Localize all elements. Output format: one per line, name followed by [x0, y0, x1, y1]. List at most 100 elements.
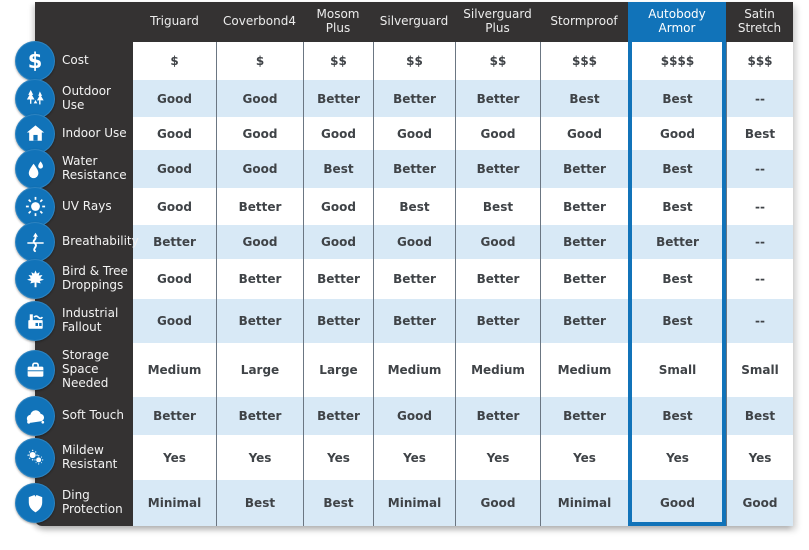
row-label-outdoor-use: Outdoor Use [15, 78, 133, 119]
row-label-text: Outdoor Use [62, 83, 111, 112]
cell-cost-coverbond4: $ [216, 42, 303, 80]
house-icon [26, 125, 44, 141]
cell-water-resistance-coverbond4: Good [216, 150, 303, 188]
cell-bird-tree-droppings-satin-stretch: -- [726, 259, 793, 299]
cell-breathability-mosom-plus: Good [303, 225, 373, 259]
cell-cost-satin-stretch: $$$ [726, 42, 793, 80]
cell-cost-stormproof: $$$ [540, 42, 628, 80]
cell-industrial-fallout-autobody-armor: Best [628, 299, 726, 343]
shield-icon-circle [15, 483, 55, 523]
corner-cell [35, 2, 133, 42]
cell-industrial-fallout-satin-stretch: -- [726, 299, 793, 343]
briefcase-icon [27, 361, 43, 377]
row-label-storage-space-needed: Storage Space Needed [15, 343, 133, 397]
cell-ding-protection-coverbond4: Best [216, 480, 303, 526]
cell-industrial-fallout-silverguard-plus: Better [455, 299, 540, 343]
cell-mildew-resistant-triguard: Yes [133, 435, 216, 480]
cell-mildew-resistant-coverbond4: Yes [216, 435, 303, 480]
cell-cost-silverguard: $$ [373, 42, 455, 80]
row-label-text: Soft Touch [62, 408, 124, 423]
cell-water-resistance-autobody-armor: Best [628, 150, 726, 188]
dollar-icon: $ [27, 48, 43, 73]
table-body: $ Cost $ $ $$ $$ $$ $$$ $$$$ $$$ Outdoor Use Good Go… [15, 41, 793, 526]
cell-mildew-resistant-mosom-plus: Yes [303, 435, 373, 480]
leaf-icon [26, 269, 44, 287]
cell-mildew-resistant-silverguard-plus: Yes [455, 435, 540, 480]
cell-soft-touch-silverguard-plus: Better [455, 397, 540, 435]
table-row-mildew-resistant: Mildew Resistant Yes Yes Yes Yes Yes Yes Yes Yes [15, 435, 793, 480]
sun-icon-circle [15, 186, 55, 227]
cell-breathability-stormproof: Better [540, 225, 628, 259]
column-header-silverguard-plus: Silverguard Plus [463, 7, 532, 35]
row-label-text: UV Rays [62, 198, 112, 213]
cell-outdoor-use-autobody-armor: Best [628, 80, 726, 117]
cell-breathability-coverbond4: Good [216, 225, 303, 259]
cell-bird-tree-droppings-silverguard-plus: Better [455, 259, 540, 299]
cell-soft-touch-silverguard: Good [373, 397, 455, 435]
table-row-storage-space-needed: Storage Space Needed Medium Large Large Medi… [15, 343, 793, 397]
cell-uv-rays-autobody-armor: Best [628, 188, 726, 225]
cell-storage-space-needed-autobody-armor: Small [628, 343, 726, 397]
cell-breathability-autobody-armor: Better [628, 225, 726, 259]
header-row: Triguard Coverbond4 Mosom Plus Silverguard S… [35, 2, 793, 42]
cell-bird-tree-droppings-autobody-armor: Best [628, 259, 726, 299]
row-label-ding-protection: Ding Protection [15, 480, 133, 526]
cell-industrial-fallout-mosom-plus: Better [303, 299, 373, 343]
row-label-text: Water Resistance [62, 154, 127, 182]
cell-outdoor-use-triguard: Good [133, 80, 216, 117]
table-row-uv-rays: UV Rays Good Better Good Best Best Better Best -… [15, 186, 793, 227]
cell-water-resistance-silverguard: Better [373, 150, 455, 188]
droplets-icon-circle [15, 149, 55, 189]
cell-mildew-resistant-autobody-armor: Yes [628, 435, 726, 480]
cell-breathability-triguard: Better [133, 225, 216, 259]
cell-breathability-satin-stretch: -- [726, 225, 793, 259]
column-header-mosom-plus: Mosom Plus [316, 7, 360, 35]
row-label-soft-touch: Soft Touch [15, 396, 133, 436]
row-label-text: Indoor Use [62, 125, 127, 140]
cell-ding-protection-triguard: Minimal [133, 480, 216, 526]
droplets-icon [28, 160, 43, 178]
cell-uv-rays-coverbond4: Better [216, 188, 303, 225]
row-label-bird-tree-droppings: Bird & Tree Droppings [15, 259, 133, 299]
cloud-icon-circle [15, 396, 55, 436]
cell-ding-protection-satin-stretch: Good [726, 480, 793, 526]
row-label-text: Breathability [62, 234, 139, 249]
cloud-icon [26, 409, 44, 424]
cell-cost-mosom-plus: $$ [303, 42, 373, 80]
cell-breathability-silverguard-plus: Good [455, 225, 540, 259]
row-label-text: Mildew Resistant [62, 442, 118, 471]
row-label-industrial-fallout: Industrial Fallout [15, 299, 133, 343]
cell-ding-protection-mosom-plus: Best [303, 480, 373, 526]
cell-cost-autobody-armor: $$$$ [628, 42, 726, 80]
table-row-soft-touch: Soft Touch Better Better Better Good Better Be… [15, 396, 793, 436]
cell-storage-space-needed-triguard: Medium [133, 343, 216, 397]
leaf-icon-circle [15, 259, 55, 299]
column-header-triguard: Triguard [150, 14, 199, 29]
airflow-icon-circle [15, 222, 55, 262]
column-header-silverguard: Silverguard [379, 14, 449, 29]
comparison-table: Triguard Coverbond4 Mosom Plus Silverguard S… [15, 2, 793, 526]
cell-soft-touch-satin-stretch: Best [726, 397, 793, 435]
cell-indoor-use-coverbond4: Good [216, 117, 303, 150]
cell-outdoor-use-coverbond4: Good [216, 80, 303, 117]
cell-water-resistance-triguard: Good [133, 150, 216, 188]
table-row-cost: $ Cost $ $ $$ $$ $$ $$$ $$$$ $$$ [15, 41, 793, 81]
cell-ding-protection-autobody-armor: Good [628, 480, 726, 526]
cell-indoor-use-mosom-plus: Good [303, 117, 373, 150]
cell-water-resistance-silverguard-plus: Better [455, 150, 540, 188]
cell-soft-touch-stormproof: Better [540, 397, 628, 435]
cell-indoor-use-silverguard: Good [373, 117, 455, 150]
table-row-water-resistance: Water Resistance Good Good Best Better Better… [15, 149, 793, 189]
row-label-cost: $ Cost [15, 41, 133, 81]
cell-uv-rays-satin-stretch: -- [726, 188, 793, 225]
table-row-outdoor-use: Outdoor Use Good Good Better Better Better Bes… [15, 78, 793, 119]
cell-storage-space-needed-mosom-plus: Large [303, 343, 373, 397]
table-row-industrial-fallout: Industrial Fallout Good Better Better Better… [15, 299, 793, 343]
cell-ding-protection-silverguard: Minimal [373, 480, 455, 526]
column-header-satin-stretch: Satin Stretch [737, 7, 782, 35]
cell-industrial-fallout-coverbond4: Better [216, 299, 303, 343]
cell-uv-rays-silverguard-plus: Best [455, 188, 540, 225]
factory-icon-circle [15, 301, 55, 341]
cell-storage-space-needed-silverguard: Medium [373, 343, 455, 397]
